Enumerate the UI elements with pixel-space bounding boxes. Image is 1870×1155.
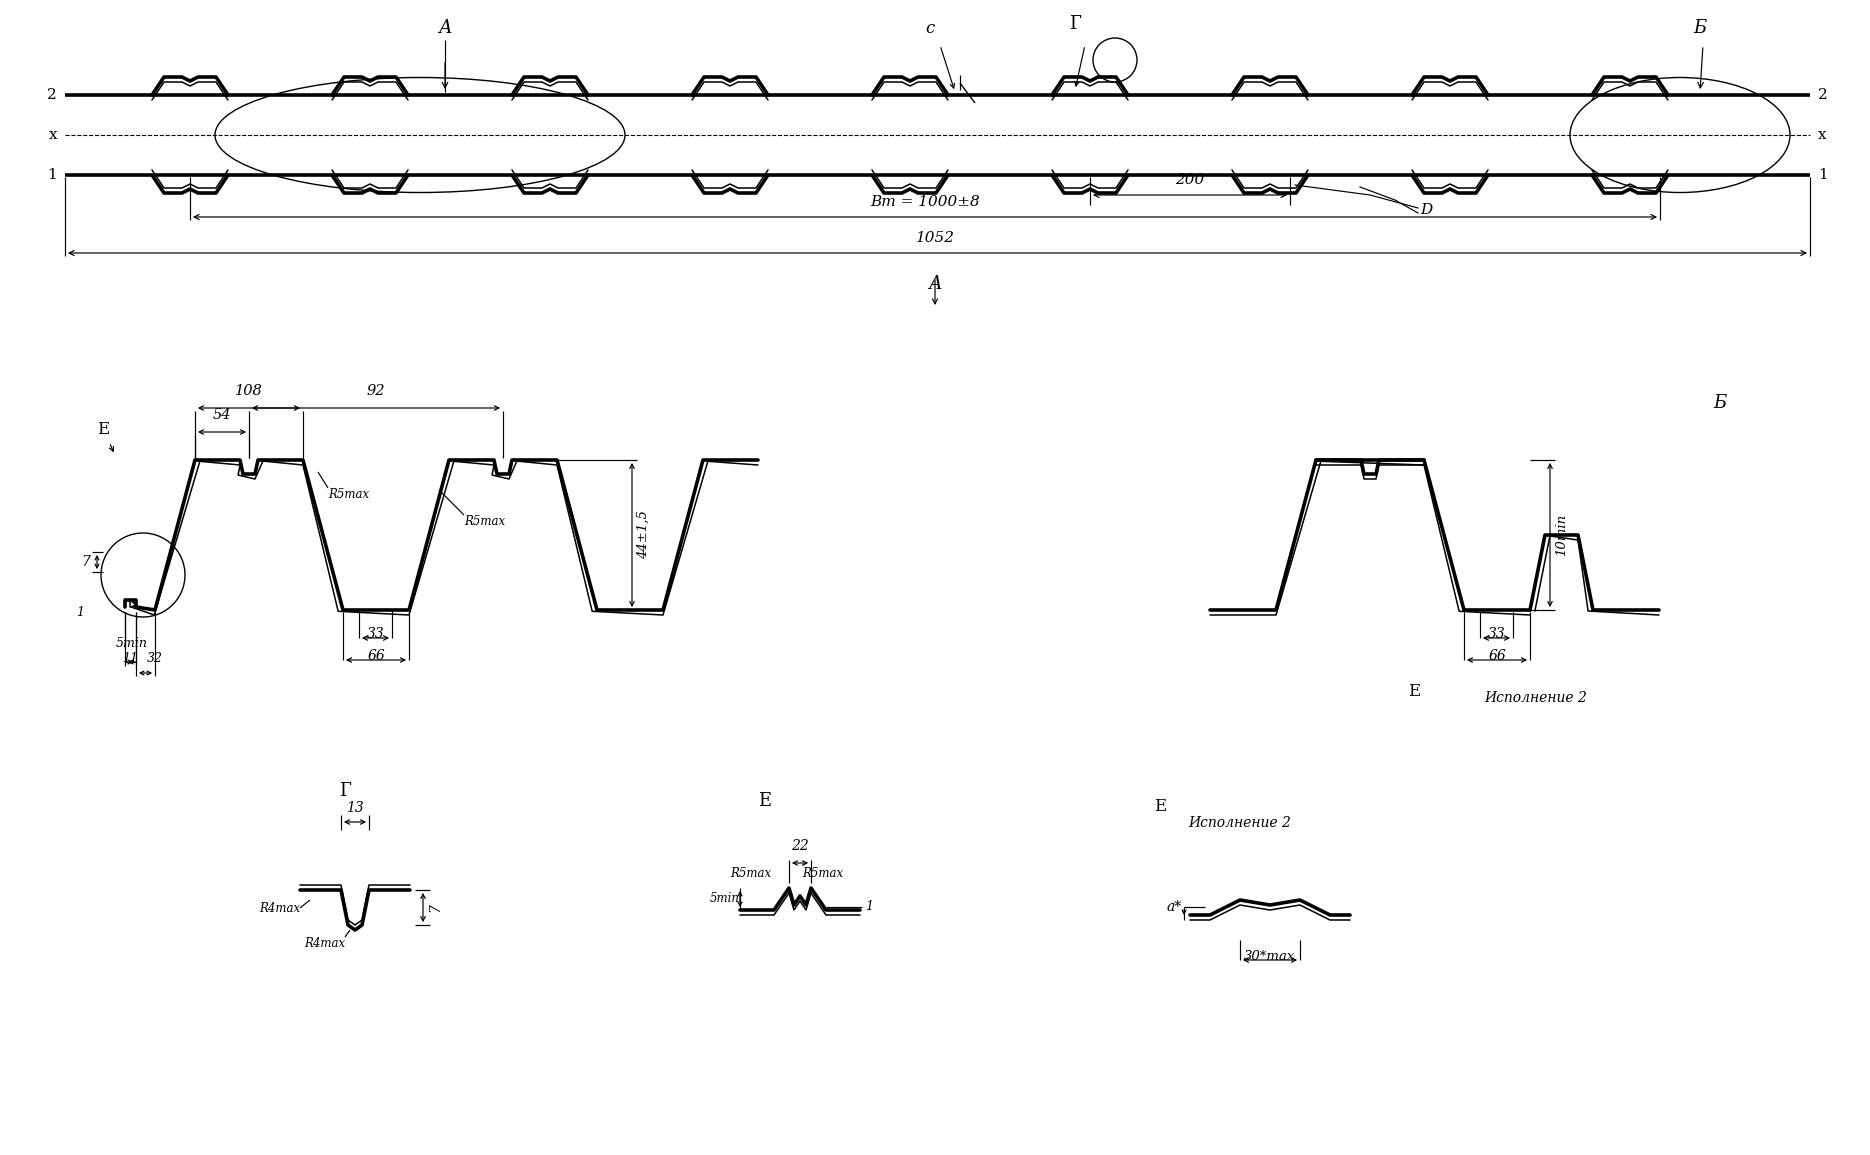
Text: Вт = 1000±8: Вт = 1000±8: [870, 195, 980, 209]
Text: 32: 32: [148, 653, 163, 665]
Text: R5max: R5max: [802, 867, 843, 880]
Text: x: x: [49, 128, 56, 142]
Text: 200: 200: [1176, 173, 1204, 187]
Text: А: А: [928, 275, 942, 293]
Text: 33: 33: [367, 627, 385, 641]
Text: R5max: R5max: [464, 515, 505, 528]
Text: 30*max: 30*max: [1244, 951, 1296, 963]
Text: Е: Е: [1408, 683, 1419, 700]
Text: Е: Е: [1154, 798, 1167, 815]
Text: Б: Б: [1713, 394, 1726, 412]
Text: Исполнение 2: Исполнение 2: [1485, 691, 1588, 705]
Text: Б: Б: [1694, 18, 1707, 37]
Text: x: x: [1818, 128, 1827, 142]
Text: 7: 7: [428, 903, 441, 912]
Text: Е: Е: [97, 422, 108, 438]
Text: 1: 1: [77, 606, 84, 619]
Text: Г: Г: [338, 782, 352, 800]
Text: R5max: R5max: [327, 489, 368, 501]
Text: R5max: R5max: [729, 867, 770, 880]
Text: 5min: 5min: [116, 638, 148, 650]
Text: 54: 54: [213, 408, 232, 422]
Text: 1052: 1052: [916, 231, 954, 245]
Text: 66: 66: [1489, 649, 1505, 663]
Text: 1: 1: [866, 901, 873, 914]
Text: 5min: 5min: [711, 893, 741, 906]
Text: Исполнение 2: Исполнение 2: [1189, 815, 1292, 830]
Text: D: D: [1419, 203, 1432, 217]
Text: 22: 22: [791, 839, 810, 854]
Text: Е: Е: [759, 792, 772, 810]
Text: 66: 66: [367, 649, 385, 663]
Text: 92: 92: [367, 383, 385, 398]
Text: 13: 13: [346, 802, 365, 815]
Text: 33: 33: [1489, 627, 1505, 641]
Text: с: с: [926, 20, 935, 37]
Text: R4max: R4max: [305, 937, 346, 951]
Text: 2: 2: [47, 88, 56, 102]
Text: Г: Г: [1070, 15, 1081, 33]
Text: 11: 11: [122, 653, 138, 665]
Text: 1: 1: [1818, 167, 1827, 182]
Text: 108: 108: [236, 383, 264, 398]
Text: 2: 2: [1818, 88, 1827, 102]
Text: 10min: 10min: [1556, 514, 1569, 556]
Text: R4max: R4max: [258, 902, 299, 915]
Text: А: А: [438, 18, 453, 37]
Text: 7: 7: [80, 556, 90, 569]
Text: 44±1,5: 44±1,5: [638, 511, 651, 559]
Text: 1: 1: [47, 167, 56, 182]
Text: а*: а*: [1167, 900, 1182, 914]
